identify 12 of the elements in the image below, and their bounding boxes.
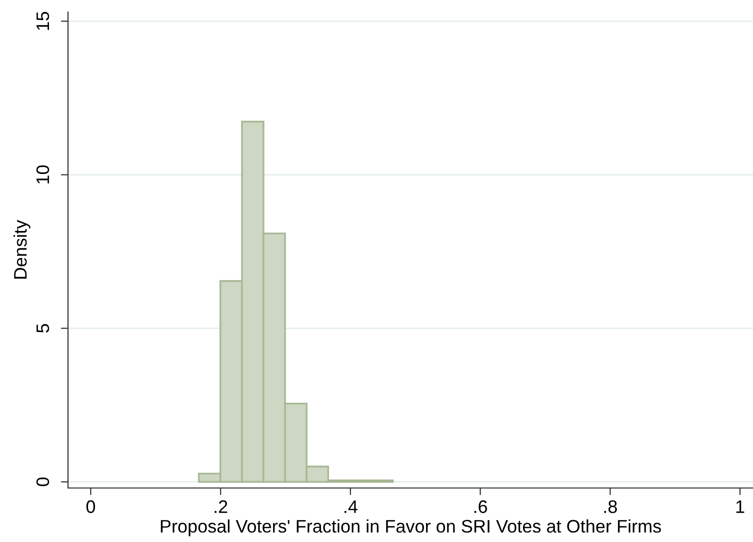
x-tick-label: 1: [736, 500, 744, 513]
y-tick-label: 5: [36, 324, 50, 333]
x-tick-label: .2: [214, 500, 228, 513]
y-tick-label: 0: [36, 478, 50, 486]
x-tick-label: .8: [604, 500, 617, 514]
y-tick-label: 10: [36, 165, 50, 184]
x-tick-label: .4: [344, 500, 358, 513]
x-tick-label: .6: [474, 500, 488, 514]
x-axis-title: Proposal Voters' Fraction in Favor on SRI Votes at Other Firms: [160, 519, 661, 536]
y-axis-title: Density: [14, 220, 30, 279]
y-tick-label: 15: [36, 12, 50, 30]
x-tick-label: 0: [86, 500, 96, 514]
